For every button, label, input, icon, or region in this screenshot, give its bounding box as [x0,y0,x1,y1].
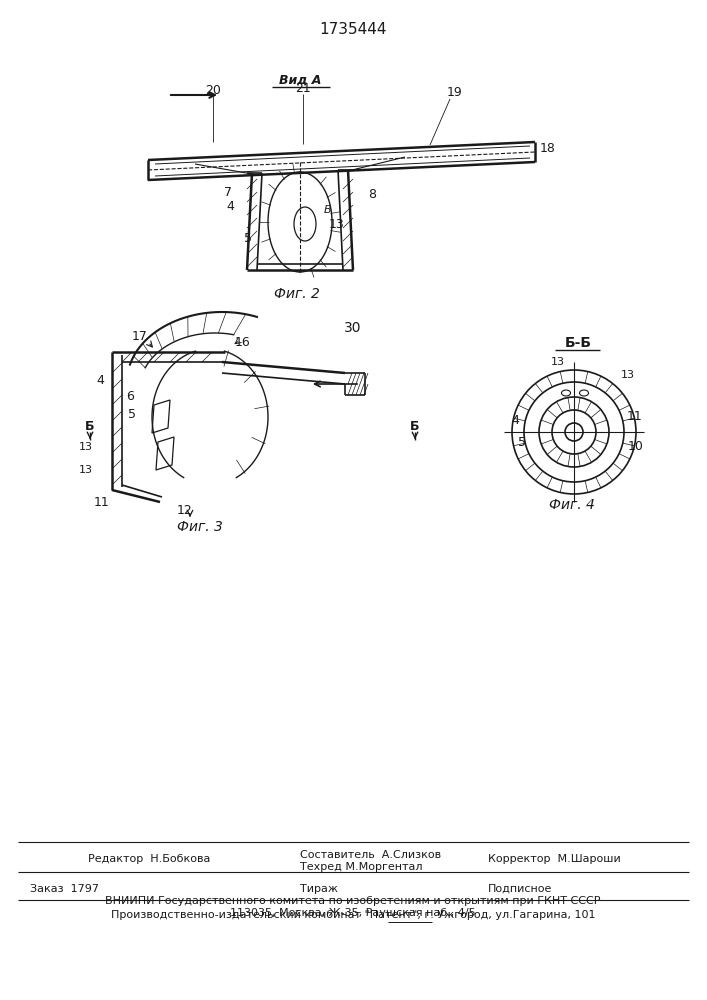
Text: Б: Б [86,420,95,432]
Text: 12: 12 [177,504,193,516]
Text: Тираж: Тираж [300,884,338,894]
Text: ВНИИПИ Государственного комитета по изобретениям и открытиям при ГКНТ СССР: ВНИИПИ Государственного комитета по изоб… [105,896,601,906]
Text: 13: 13 [79,442,93,452]
Text: 17: 17 [132,330,148,344]
Text: 20: 20 [205,84,221,97]
Text: 13: 13 [621,370,635,380]
Text: 5: 5 [128,408,136,422]
Text: 5: 5 [518,436,526,448]
Text: 6: 6 [126,390,134,403]
Text: 4: 4 [511,414,519,426]
Text: Составитель  А.Слизков: Составитель А.Слизков [300,850,441,860]
Text: Подписное: Подписное [488,884,552,894]
Text: 7: 7 [224,186,232,198]
Text: Фиг. 2: Фиг. 2 [274,287,320,301]
Text: B: B [325,205,332,215]
Text: Заказ  1797: Заказ 1797 [30,884,99,894]
Text: 10: 10 [628,440,644,454]
Text: Техред М.Моргентал: Техред М.Моргентал [300,862,423,872]
Text: Редактор  Н.Бобкова: Редактор Н.Бобкова [88,854,211,864]
Text: 11: 11 [94,496,110,510]
Text: 8: 8 [368,188,376,202]
Text: 4: 4 [96,373,104,386]
Text: 30: 30 [344,321,362,335]
Text: 18: 18 [540,141,556,154]
Text: Б: Б [410,420,420,432]
Text: Фиг. 4: Фиг. 4 [549,498,595,512]
Text: 13: 13 [551,357,565,367]
Text: 5: 5 [244,232,252,244]
Text: 13: 13 [79,465,93,475]
Text: Фиг. 3: Фиг. 3 [177,520,223,534]
Text: 13: 13 [329,219,345,232]
Text: Корректор  М.Шароши: Корректор М.Шароши [488,854,621,864]
Text: 113035, Москва, Ж-35, Раушская наб., 4/5: 113035, Москва, Ж-35, Раушская наб., 4/5 [230,908,476,918]
Text: 21: 21 [295,82,311,95]
Text: Вид A: Вид A [279,74,321,87]
Text: 16: 16 [235,336,251,349]
Text: Производственно-издательский комбинат "Патент", г. Ужгород, ул.Гагарина, 101: Производственно-издательский комбинат "П… [111,910,595,920]
Text: 11: 11 [627,410,643,424]
Text: 19: 19 [447,87,463,100]
Text: Б-Б: Б-Б [564,336,592,350]
Text: 1735444: 1735444 [320,22,387,37]
Text: 4: 4 [226,200,234,214]
